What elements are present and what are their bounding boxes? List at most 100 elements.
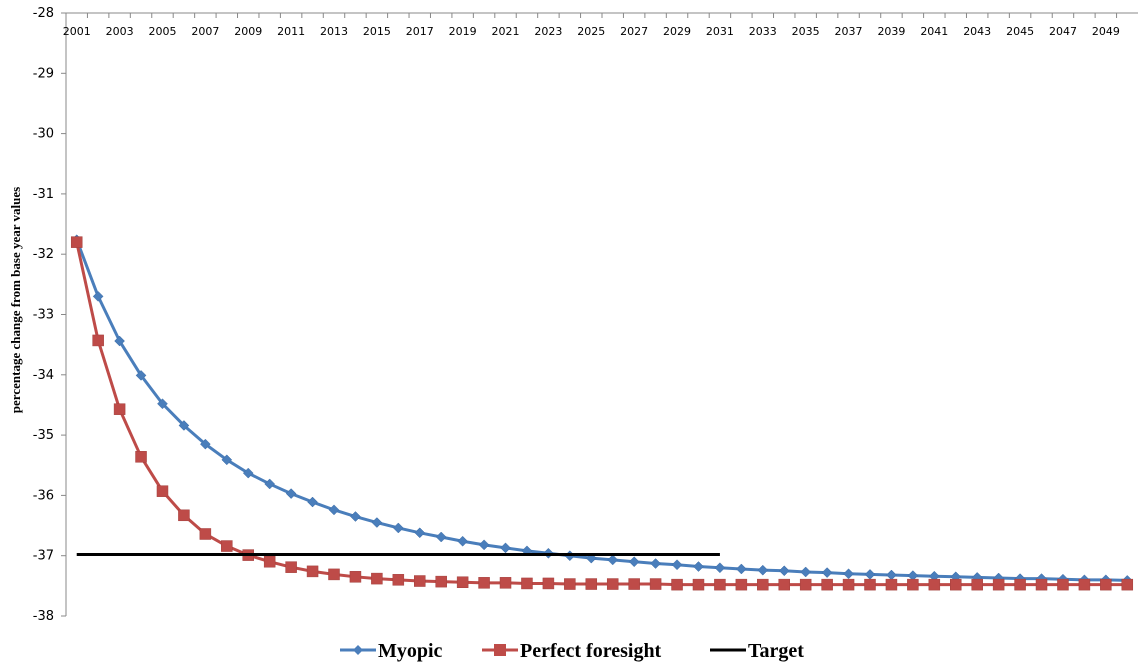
data-point-perfect-foresight (392, 574, 405, 586)
data-point-myopic (114, 335, 125, 347)
series-line-myopic (75, 239, 1128, 582)
data-point-perfect-foresight (92, 334, 104, 347)
data-point-perfect-foresight (799, 578, 812, 591)
data-point-perfect-foresight (285, 561, 297, 573)
y-tick-label: -30 (33, 127, 54, 142)
data-point-perfect-foresight (178, 509, 190, 522)
data-point-myopic (671, 559, 683, 571)
y-tick-label: -37 (33, 549, 54, 564)
data-point-perfect-foresight (456, 576, 469, 588)
data-point-perfect-foresight (950, 578, 962, 591)
data-point-myopic (843, 568, 854, 580)
x-tick-label: 2029 (663, 25, 691, 38)
x-tick-label: 2003 (106, 25, 134, 38)
data-point-perfect-foresight (907, 578, 919, 591)
data-point-perfect-foresight (842, 578, 855, 591)
series-perfect-foresight (70, 236, 1134, 591)
legend-item-target: Target (710, 640, 804, 662)
data-point-myopic (800, 566, 812, 578)
data-point-myopic (392, 522, 404, 534)
data-point-perfect-foresight (371, 572, 383, 585)
data-point-perfect-foresight (757, 578, 769, 591)
series-line-perfect-foresight (75, 241, 1128, 587)
data-point-myopic (757, 564, 769, 576)
data-point-perfect-foresight (992, 578, 1005, 591)
x-tick-label: 2049 (1092, 25, 1120, 38)
data-point-myopic (200, 438, 211, 450)
data-point-myopic (864, 569, 876, 580)
data-point-perfect-foresight (349, 571, 362, 583)
data-point-myopic (285, 488, 297, 499)
x-tick-label: 2035 (792, 25, 820, 38)
data-point-perfect-foresight (692, 578, 705, 591)
x-tick-label: 2033 (749, 25, 777, 38)
x-tick-label: 2009 (234, 25, 262, 38)
data-point-perfect-foresight (714, 578, 726, 591)
data-point-myopic (650, 558, 661, 569)
x-tick-label: 2045 (1006, 25, 1034, 38)
y-tick-label: -32 (33, 247, 54, 262)
legend-label-target: Target (748, 640, 804, 662)
data-point-myopic (821, 567, 833, 578)
data-point-perfect-foresight (778, 578, 790, 591)
data-point-perfect-foresight (628, 578, 640, 590)
data-point-perfect-foresight (414, 575, 426, 587)
data-point-myopic (736, 563, 747, 575)
data-point-perfect-foresight (1014, 578, 1026, 591)
x-tick-label: 2031 (706, 25, 734, 38)
x-tick-label: 2017 (406, 25, 434, 38)
y-axis-ticks: -28 -29 -30 -31 -32 -33 -34 -35 -36 -37 -38 (33, 6, 66, 624)
x-tick-label: 2013 (320, 25, 348, 38)
data-point-perfect-foresight (221, 540, 233, 552)
data-point-myopic (221, 454, 233, 466)
legend-item-perfect-foresight: Perfect foresight (482, 640, 662, 662)
data-point-perfect-foresight (70, 236, 83, 248)
data-point-perfect-foresight (864, 578, 876, 591)
data-point-myopic (693, 561, 704, 572)
legend: Myopic Perfect foresight Target (340, 640, 804, 662)
y-tick-label: -38 (33, 609, 54, 624)
data-point-myopic (886, 569, 897, 581)
data-point-myopic (435, 531, 447, 543)
data-point-myopic (371, 517, 383, 528)
data-point-myopic (307, 496, 318, 508)
data-point-myopic (628, 556, 640, 568)
data-point-perfect-foresight (199, 528, 212, 540)
data-point-perfect-foresight (735, 578, 748, 591)
x-tick-label: 2047 (1049, 25, 1077, 38)
data-point-perfect-foresight (1100, 578, 1112, 591)
x-tick-label: 2001 (63, 25, 91, 38)
data-point-myopic (500, 542, 511, 554)
data-point-perfect-foresight (1035, 578, 1048, 591)
data-point-perfect-foresight (542, 577, 555, 590)
legend-label-perfect-foresight: Perfect foresight (520, 640, 662, 662)
data-point-perfect-foresight (585, 578, 598, 590)
data-point-perfect-foresight (1057, 578, 1069, 591)
data-point-perfect-foresight (564, 578, 576, 590)
series-myopic (71, 234, 1133, 586)
y-tick-label: -34 (33, 368, 54, 383)
x-tick-label: 2007 (191, 25, 219, 38)
data-point-myopic (135, 370, 147, 381)
x-tick-label: 2043 (963, 25, 991, 38)
data-point-perfect-foresight (1078, 578, 1091, 591)
x-tick-label: 2019 (449, 25, 477, 38)
data-point-myopic (178, 420, 190, 431)
legend-item-myopic: Myopic (340, 640, 443, 662)
data-point-perfect-foresight (263, 555, 276, 568)
data-point-myopic (350, 511, 361, 522)
data-point-perfect-foresight (478, 577, 490, 589)
data-point-myopic (157, 398, 168, 410)
data-point-perfect-foresight (649, 578, 662, 590)
data-point-perfect-foresight (435, 575, 447, 588)
legend-label-myopic: Myopic (378, 640, 443, 662)
data-point-perfect-foresight (928, 578, 941, 591)
data-point-myopic (328, 504, 340, 516)
x-tick-label: 2039 (877, 25, 905, 38)
axes (65, 12, 1138, 616)
data-point-perfect-foresight (306, 565, 319, 578)
data-point-myopic (264, 478, 276, 490)
series-layer (70, 234, 1134, 591)
data-point-perfect-foresight (1121, 578, 1134, 591)
